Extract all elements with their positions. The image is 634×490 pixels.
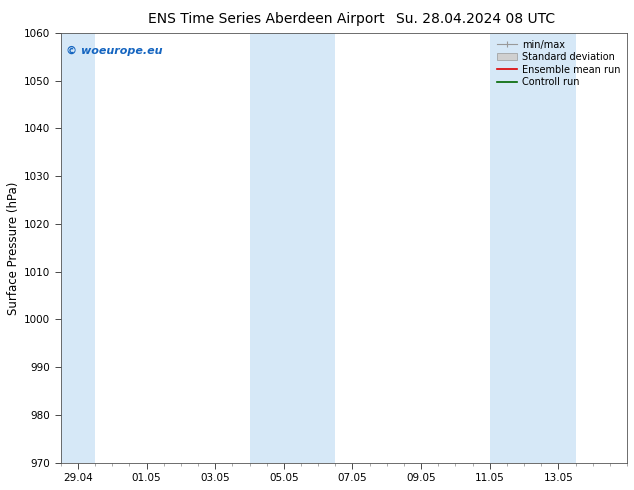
Text: © woeurope.eu: © woeurope.eu <box>67 46 163 56</box>
Legend: min/max, Standard deviation, Ensemble mean run, Controll run: min/max, Standard deviation, Ensemble me… <box>496 38 622 89</box>
Bar <box>250 33 335 463</box>
Text: ENS Time Series Aberdeen Airport: ENS Time Series Aberdeen Airport <box>148 12 385 26</box>
Y-axis label: Surface Pressure (hPa): Surface Pressure (hPa) <box>7 181 20 315</box>
Bar <box>490 33 576 463</box>
Text: Su. 28.04.2024 08 UTC: Su. 28.04.2024 08 UTC <box>396 12 555 26</box>
Bar <box>10 33 95 463</box>
